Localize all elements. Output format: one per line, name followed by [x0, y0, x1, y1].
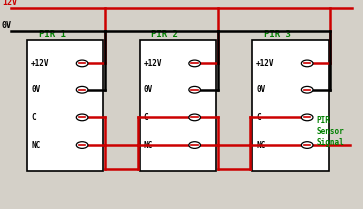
Circle shape — [301, 114, 313, 121]
Text: 0V: 0V — [31, 85, 40, 94]
Circle shape — [301, 142, 313, 148]
Circle shape — [76, 60, 88, 67]
Text: 0V: 0V — [2, 21, 12, 30]
Text: C: C — [144, 113, 148, 122]
Bar — [252, 40, 329, 171]
Text: 0V: 0V — [144, 85, 153, 94]
Text: 0V: 0V — [256, 85, 265, 94]
Circle shape — [301, 86, 313, 93]
Bar — [140, 40, 216, 171]
Text: C: C — [256, 113, 261, 122]
Text: +12V: +12V — [256, 59, 274, 68]
Circle shape — [189, 60, 200, 67]
Text: +12V: +12V — [144, 59, 162, 68]
Circle shape — [189, 142, 200, 148]
Text: PIR
Sensor
Signal: PIR Sensor Signal — [316, 116, 344, 147]
Text: +12V: +12V — [31, 59, 49, 68]
Text: NC: NC — [31, 140, 40, 150]
Text: PIR 3: PIR 3 — [264, 30, 291, 39]
Circle shape — [301, 60, 313, 67]
Text: 12V: 12V — [2, 0, 17, 7]
Circle shape — [76, 142, 88, 148]
Circle shape — [76, 86, 88, 93]
Circle shape — [76, 114, 88, 121]
Circle shape — [189, 86, 200, 93]
Text: C: C — [31, 113, 36, 122]
Text: PIR 1: PIR 1 — [39, 30, 66, 39]
Circle shape — [189, 114, 200, 121]
Text: PIR 2: PIR 2 — [151, 30, 178, 39]
Text: NC: NC — [144, 140, 153, 150]
Bar — [27, 40, 103, 171]
Text: NC: NC — [256, 140, 265, 150]
